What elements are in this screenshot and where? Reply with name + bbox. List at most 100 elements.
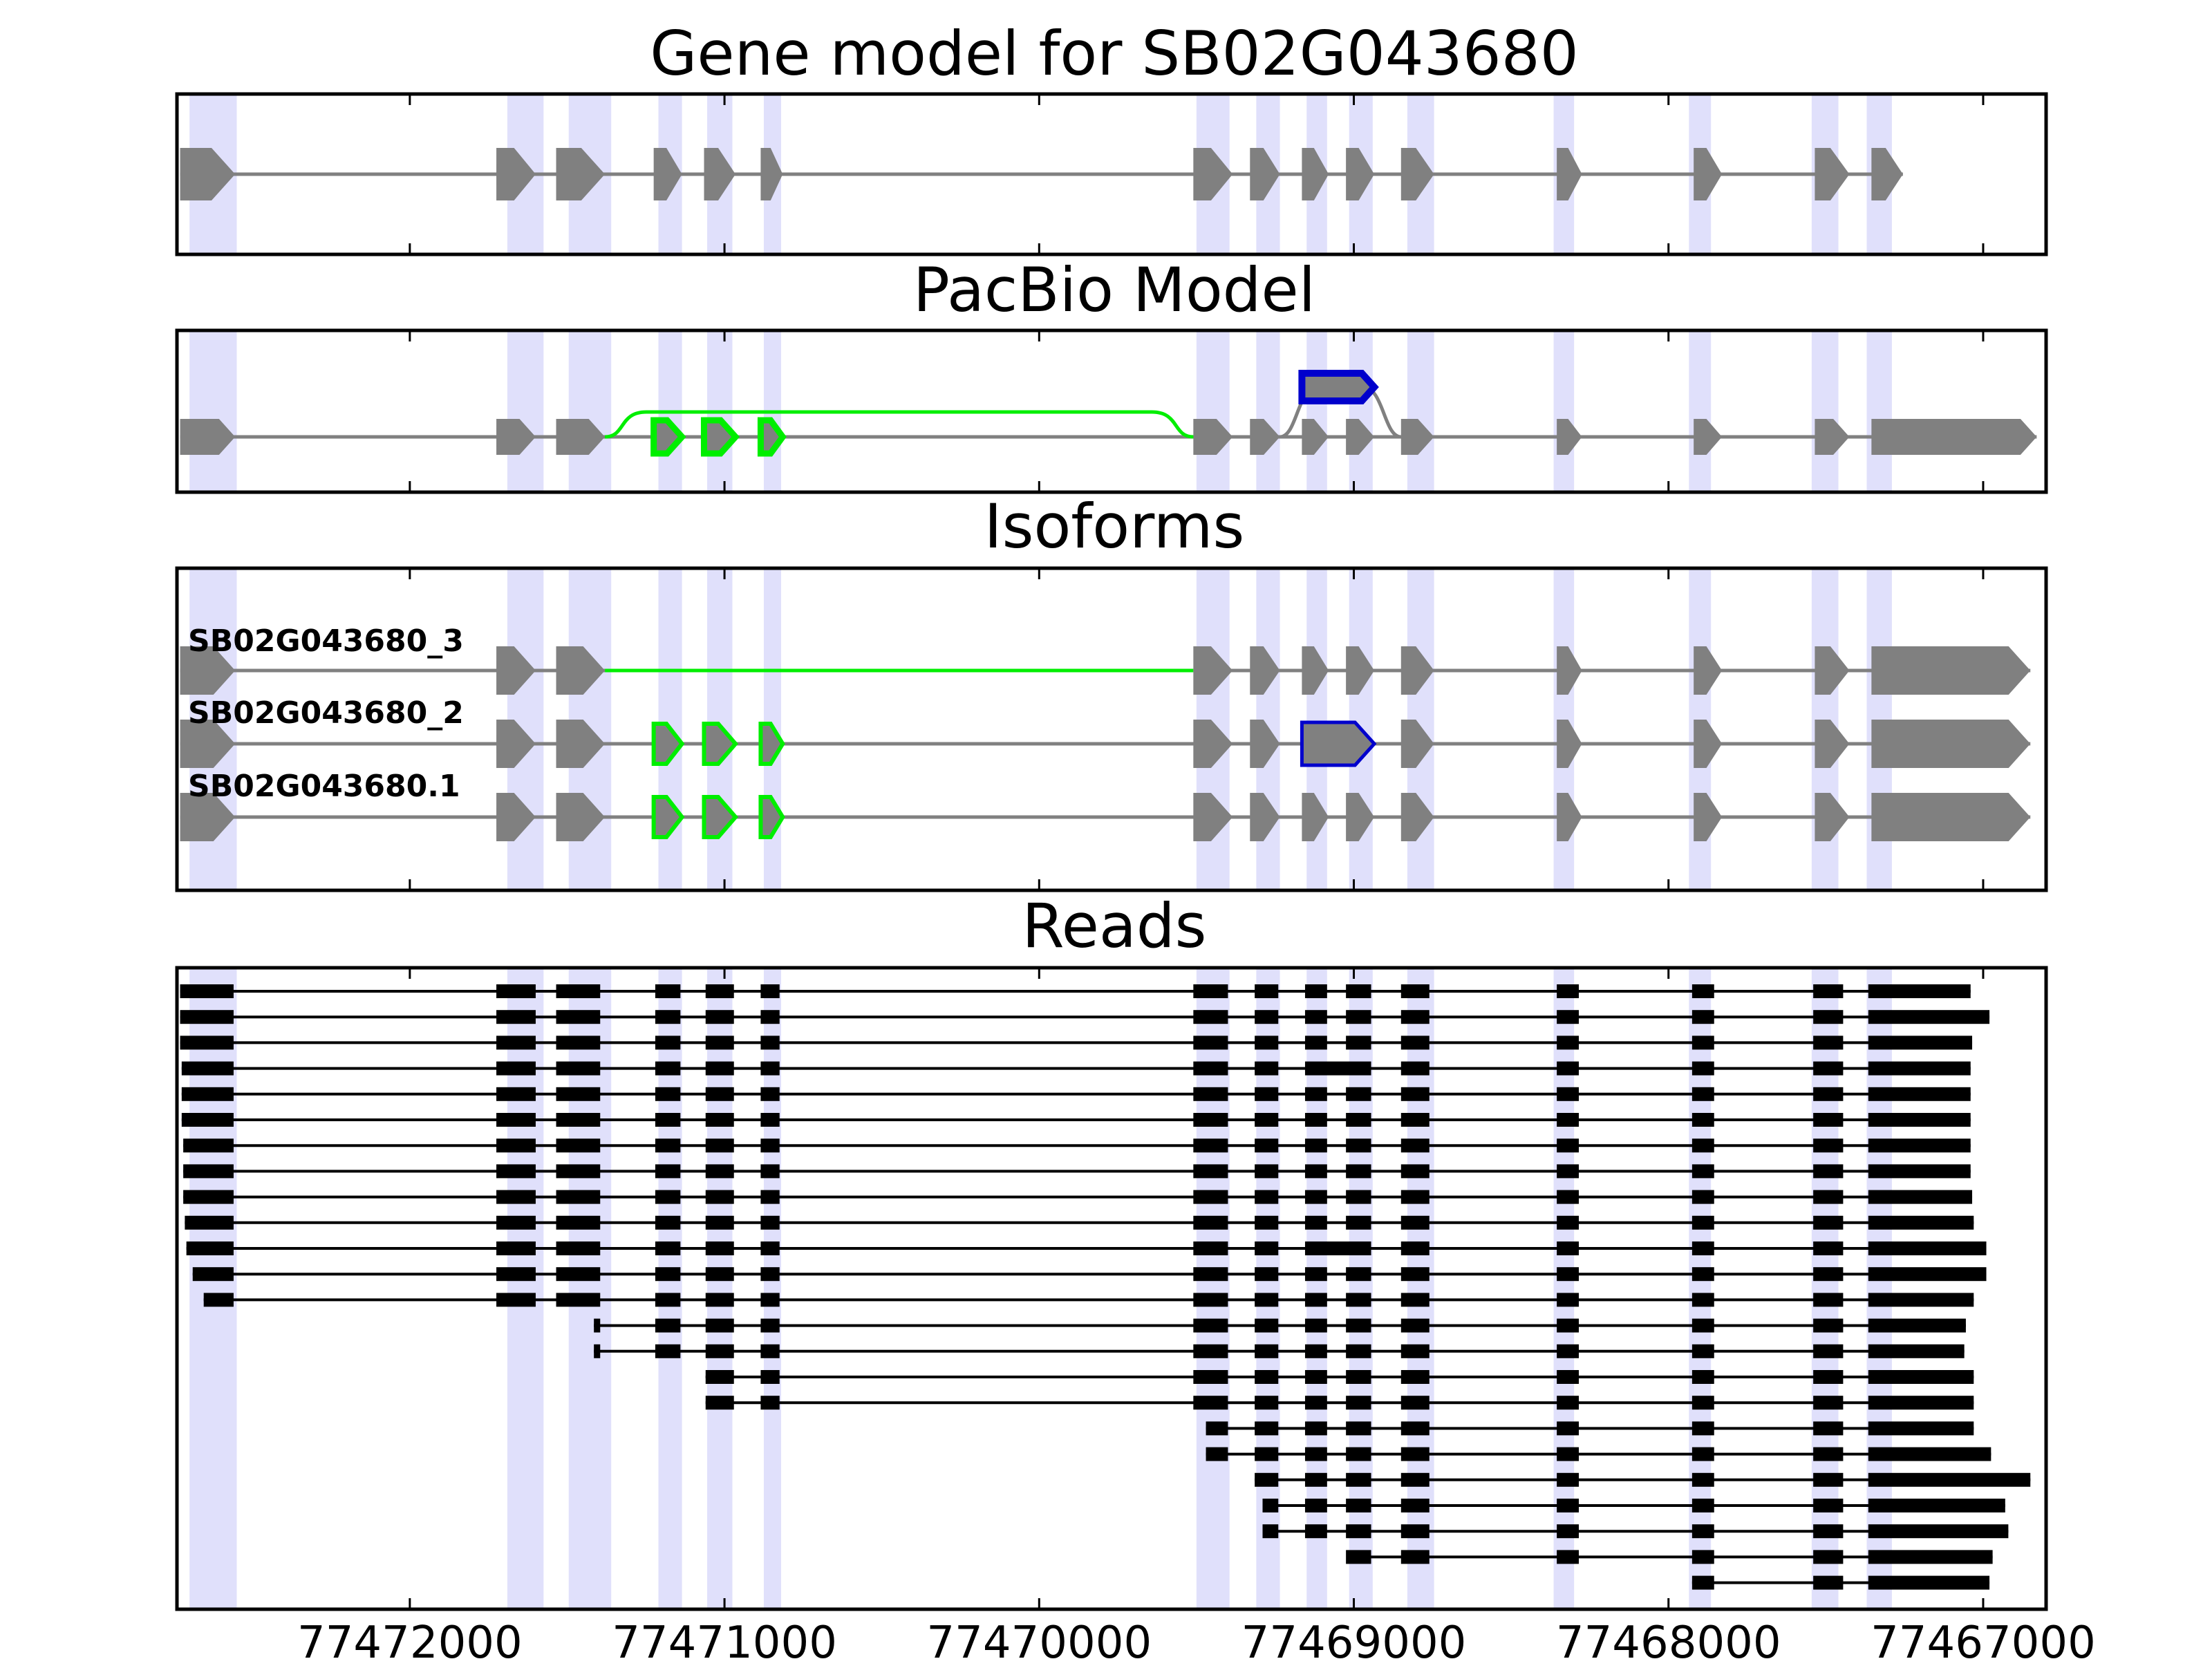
read-exon-block — [1193, 1370, 1228, 1384]
read-exon-block — [496, 1215, 536, 1230]
read-exon-block — [1813, 1138, 1844, 1153]
read-row — [192, 1267, 1987, 1282]
read-exon-block — [180, 1035, 234, 1050]
read-exon-block — [1813, 1164, 1844, 1179]
read-exon-block — [1813, 1575, 1844, 1590]
read-row — [183, 1138, 1971, 1153]
read-exon-block — [1691, 1138, 1714, 1153]
read-exon-block — [760, 1113, 780, 1127]
read-exon-block — [496, 1138, 536, 1153]
read-exon-block — [180, 1010, 234, 1024]
iso3-exon — [1346, 646, 1375, 695]
read-row — [594, 1318, 1966, 1333]
iso3-last-exon — [1871, 646, 2031, 695]
iso-exon — [180, 720, 236, 768]
read-exon-block — [1193, 1035, 1228, 1050]
read-row — [180, 1010, 1990, 1024]
pacbio-exon — [496, 419, 536, 455]
read-exon-block — [556, 1215, 601, 1230]
pacbio-last-exon — [1871, 419, 2037, 455]
read-exon-block — [760, 1370, 780, 1384]
read-exon-block — [1557, 1499, 1579, 1512]
iso-exon — [1557, 793, 1582, 841]
read-exon-block — [655, 1344, 681, 1358]
read-exon-block — [1813, 1421, 1844, 1436]
read-exon-block — [1400, 1550, 1430, 1564]
iso-last-exon — [1871, 720, 2031, 768]
read-row — [181, 1061, 1971, 1076]
iso-skip-exon — [702, 795, 738, 839]
read-exon-block — [1400, 1215, 1430, 1230]
read-exon-block — [760, 1190, 780, 1204]
read-exon-block — [180, 984, 234, 998]
read-exon-block — [1346, 1396, 1371, 1410]
read-exon-block — [1557, 1318, 1579, 1333]
gene-exon — [1250, 148, 1280, 200]
read-exon-block — [594, 1344, 601, 1358]
read-exon-block — [1813, 1267, 1844, 1282]
read-exon-block — [1206, 1421, 1228, 1436]
read-exon-block — [1813, 1190, 1844, 1204]
read-exon-block — [1400, 1010, 1430, 1024]
read-exon-block — [1304, 1061, 1371, 1076]
read-exon-block — [760, 1318, 780, 1333]
read-exon-block — [1255, 1241, 1279, 1255]
iso3-exon — [1694, 646, 1723, 695]
read-exon-block — [1304, 1344, 1327, 1358]
pacbio-exon — [1815, 419, 1850, 455]
read-exon-block — [1691, 1524, 1714, 1539]
read-exon-block — [1255, 1113, 1279, 1127]
read-exon-block — [1346, 1318, 1371, 1333]
read-exon-block — [1255, 1472, 1279, 1487]
iso-exon — [1193, 793, 1233, 841]
read-exon-block — [181, 1113, 234, 1127]
gene-exon — [760, 148, 783, 200]
read-exon-block — [1304, 1087, 1327, 1101]
gene-exon — [1400, 148, 1434, 200]
iso-exon — [496, 720, 536, 768]
exon-highlight-band — [1689, 330, 1712, 492]
read-exon-block — [181, 1061, 234, 1076]
iso3-exon — [1302, 646, 1329, 695]
read-exon-block — [1400, 1190, 1430, 1204]
pacbio-retained-exon — [1298, 370, 1379, 404]
read-exon-block — [1691, 1499, 1714, 1512]
read-exon-block — [1193, 1241, 1228, 1255]
gene-exon — [1694, 148, 1723, 200]
read-exon-block — [1557, 1035, 1579, 1050]
read-row — [1262, 1524, 2009, 1539]
iso-exon — [1346, 793, 1375, 841]
read-exon-block — [1691, 1215, 1714, 1230]
pacbio-exon — [556, 419, 606, 455]
read-row — [180, 984, 1971, 998]
read-exon-block — [1813, 1318, 1844, 1333]
read-exon-block — [1868, 1190, 1973, 1204]
read-exon-block — [1813, 1370, 1844, 1384]
read-exon-block — [1400, 1113, 1430, 1127]
read-exon-block — [1691, 1293, 1714, 1307]
isoform-label: SB02G043680_2 — [188, 695, 464, 731]
read-exon-block — [1813, 1010, 1844, 1024]
read-exon-block — [1691, 1370, 1714, 1384]
read-exon-block — [705, 1164, 734, 1179]
read-exon-block — [1557, 1447, 1579, 1461]
read-exon-block — [1346, 1190, 1371, 1204]
read-exon-block — [655, 1138, 681, 1153]
read-exon-block — [556, 1035, 601, 1050]
read-exon-block — [1346, 984, 1371, 998]
iso-skip-exon — [651, 795, 685, 839]
gene-exon — [1193, 148, 1233, 200]
read-exon-block — [1255, 1164, 1279, 1179]
read-exon-block — [760, 1267, 780, 1282]
pacbio-skipped-exon — [700, 417, 740, 457]
read-exon-block — [1691, 1061, 1714, 1076]
exon-highlight-band — [1407, 330, 1434, 492]
exon-highlight-band — [189, 330, 237, 492]
read-exon-block — [1193, 1087, 1228, 1101]
iso-exon — [1302, 793, 1329, 841]
exon-highlight-band — [1256, 330, 1280, 492]
read-row — [705, 1370, 1974, 1384]
read-exon-block — [655, 1061, 681, 1076]
read-exon-block — [1868, 1035, 1973, 1050]
